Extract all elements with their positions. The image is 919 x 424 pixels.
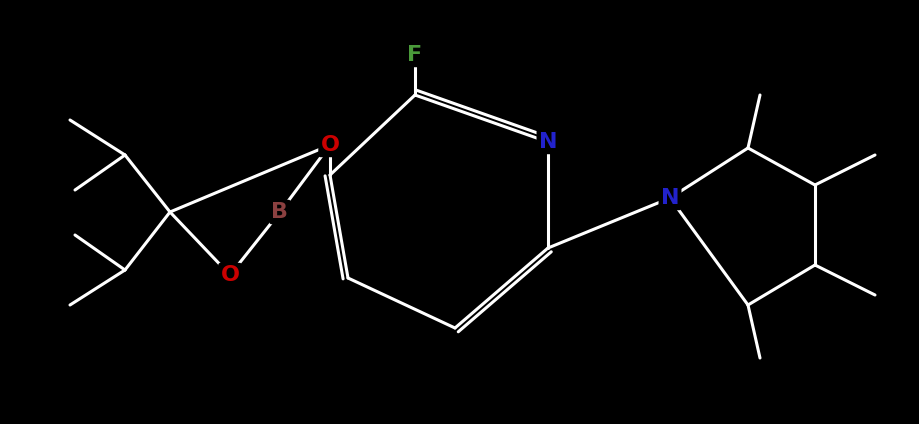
Text: B: B [271,202,289,222]
Text: F: F [407,45,422,65]
Text: N: N [660,188,678,208]
Text: O: O [221,265,239,285]
Text: O: O [320,135,339,155]
Text: N: N [539,132,557,152]
